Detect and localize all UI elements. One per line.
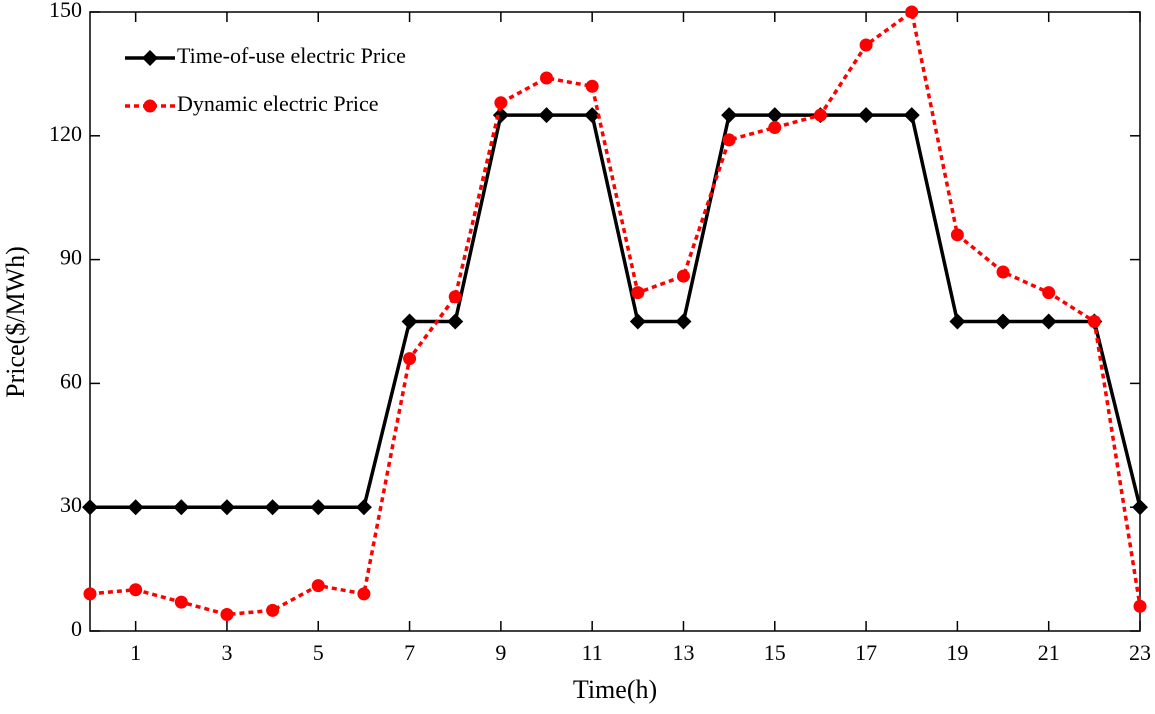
x-tick-label: 5 (313, 640, 324, 665)
x-tick-label: 11 (582, 640, 603, 665)
circle-marker (266, 603, 280, 617)
circle-marker (220, 607, 234, 621)
circle-marker (403, 352, 417, 366)
y-tick-label: 120 (49, 121, 82, 146)
y-tick-label: 90 (60, 245, 82, 270)
x-tick-label: 21 (1038, 640, 1060, 665)
diamond-marker (995, 313, 1012, 330)
diamond-marker (173, 499, 190, 516)
x-tick-label: 1 (130, 640, 141, 665)
diamond-marker (1040, 313, 1057, 330)
series-line (90, 113, 1142, 509)
circle-marker (1087, 315, 1101, 328)
legend-label: Time-of-use electric Price (177, 43, 406, 68)
diamond-marker (675, 313, 692, 330)
legend-label: Dynamic electric Price (177, 91, 379, 116)
circle-marker (585, 79, 599, 93)
diamond-marker (949, 313, 966, 330)
y-tick-label: 0 (71, 616, 82, 641)
circle-marker (722, 133, 736, 147)
circle-marker (676, 269, 690, 283)
diamond-marker (629, 313, 646, 330)
circle-marker (950, 228, 964, 242)
x-axis-label: Time(h) (573, 675, 657, 704)
series-line (89, 8, 1142, 617)
circle-marker (1133, 599, 1147, 613)
circle-marker (174, 595, 188, 609)
circle-marker (996, 265, 1010, 279)
diamond-marker (1132, 499, 1148, 516)
diamond-marker (447, 313, 464, 330)
diamond-marker (538, 107, 555, 124)
y-axis-label: Price($/MWh) (1, 246, 30, 398)
diamond-marker (310, 499, 327, 516)
diamond-marker (127, 499, 144, 516)
circle-marker (859, 38, 873, 52)
x-tick-label: 7 (404, 640, 415, 665)
x-tick-label: 3 (221, 640, 232, 665)
diamond-marker (584, 107, 601, 124)
diamond-marker (903, 107, 920, 124)
y-tick-label: 60 (60, 368, 82, 393)
legend-marker (142, 50, 158, 66)
y-tick-label: 150 (49, 0, 82, 22)
diamond-marker (858, 107, 875, 124)
x-tick-label: 19 (946, 640, 968, 665)
circle-marker (129, 583, 143, 597)
diamond-marker (401, 313, 418, 330)
circle-marker (768, 121, 782, 135)
circle-marker (540, 71, 554, 85)
diamond-marker (766, 107, 783, 124)
circle-marker (1042, 286, 1056, 300)
diamond-marker (264, 499, 281, 516)
circle-marker (311, 579, 325, 593)
plot-frame (89, 11, 1141, 632)
x-tick-label: 13 (672, 640, 694, 665)
diamond-marker (721, 107, 738, 124)
y-tick-label: 30 (60, 492, 82, 517)
diamond-marker (355, 499, 372, 516)
circle-marker (494, 96, 508, 110)
circle-marker (83, 587, 97, 601)
legend-marker (143, 99, 157, 113)
circle-marker (631, 286, 645, 300)
x-tick-label: 15 (764, 640, 786, 665)
x-tick-label: 23 (1129, 640, 1151, 665)
x-tick-label: 17 (855, 640, 877, 665)
x-tick-label: 9 (495, 640, 506, 665)
diamond-marker (82, 499, 98, 516)
diamond-marker (218, 499, 235, 516)
circle-marker (448, 290, 462, 304)
circle-marker (905, 5, 919, 19)
circle-marker (357, 587, 371, 601)
circle-marker (813, 108, 827, 122)
